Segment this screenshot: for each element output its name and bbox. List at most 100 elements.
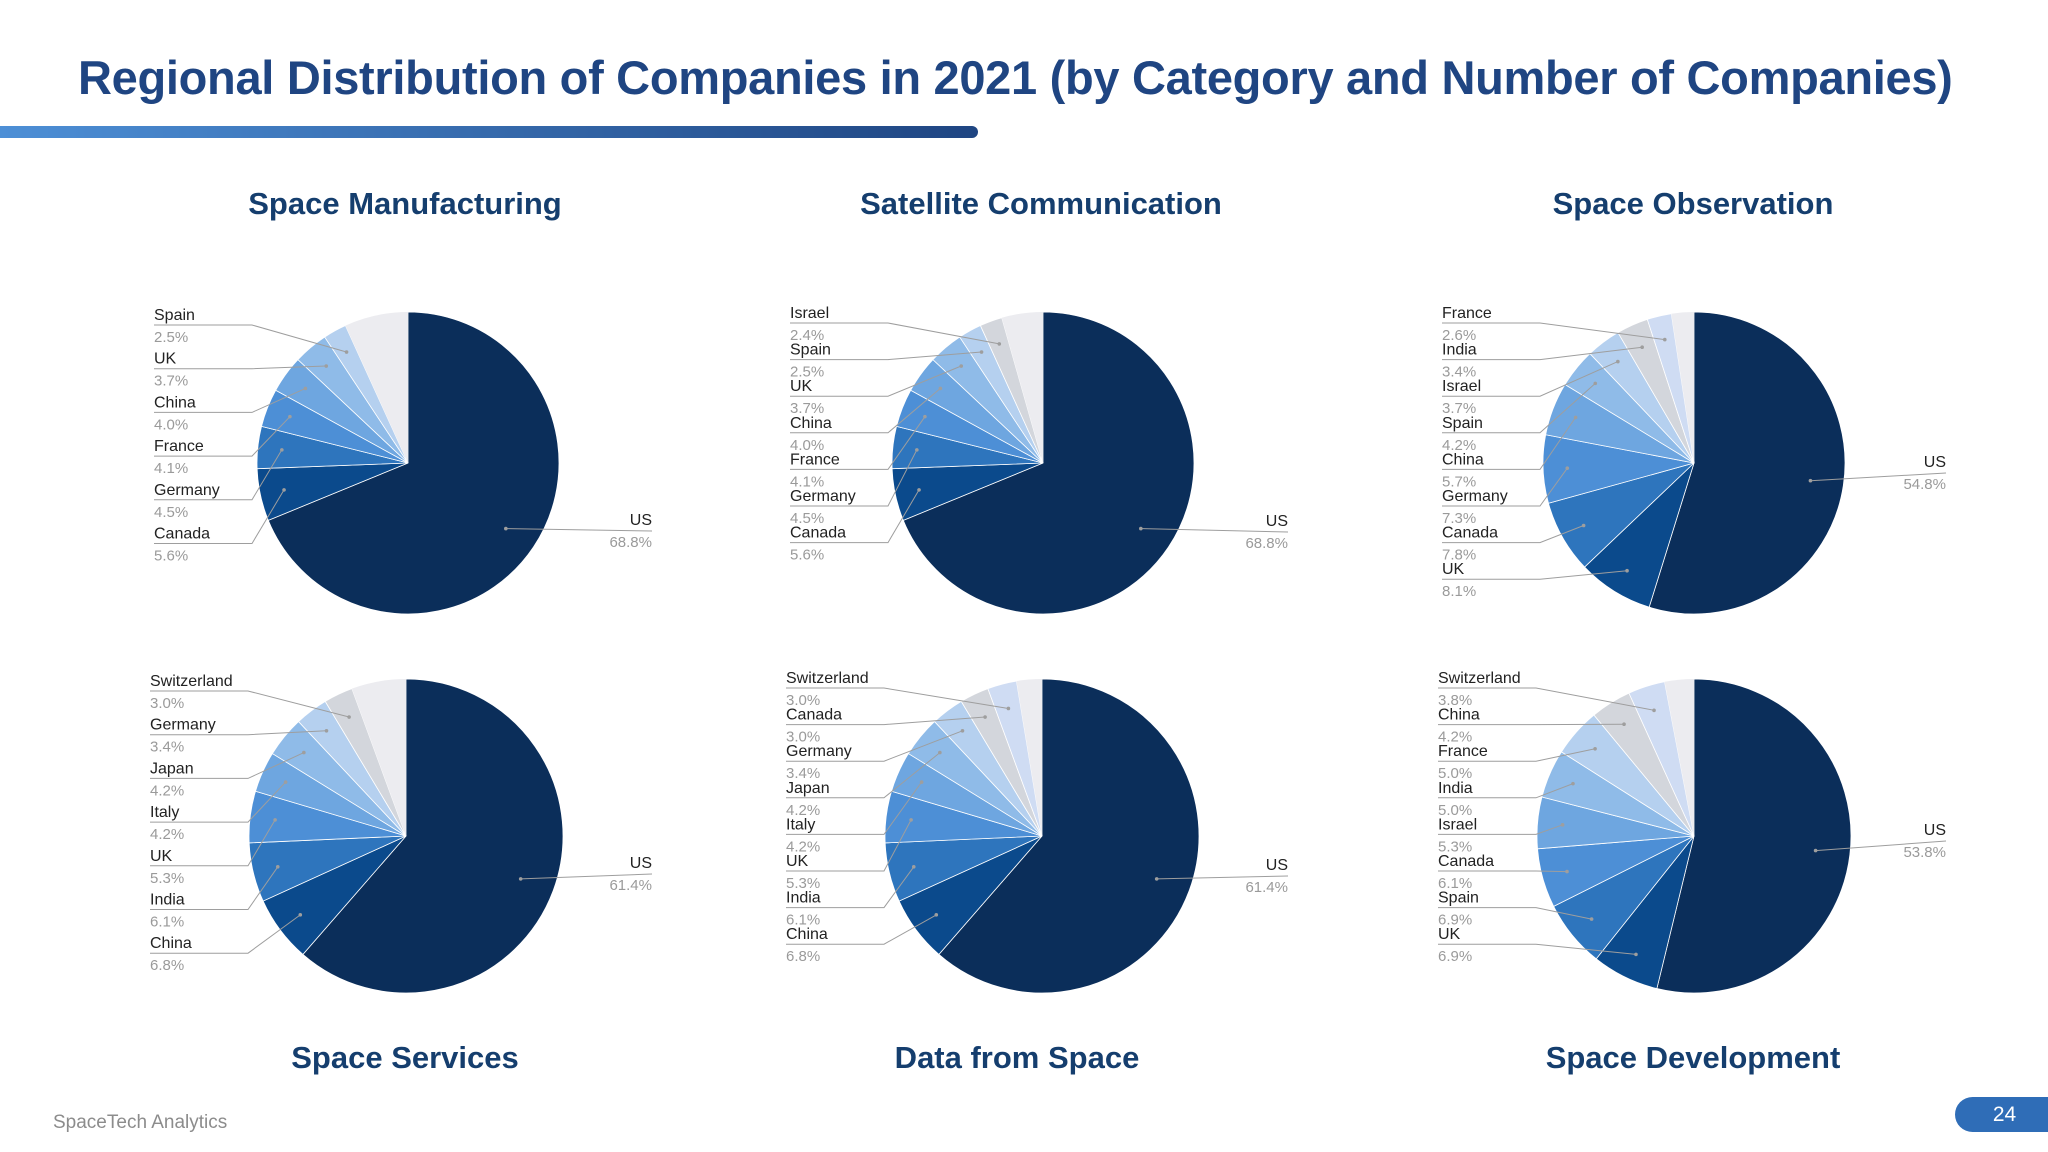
leader-line <box>150 752 305 779</box>
leader-line <box>154 324 347 353</box>
slice-label-satellite-communication-france: France <box>790 451 840 468</box>
slice-value-satellite-communication-us: 68.8% <box>1245 535 1288 552</box>
slice-value-satellite-communication-germany: 4.5% <box>790 510 824 527</box>
slice-value-space-development-canada: 6.1% <box>1438 875 1472 892</box>
leader-line <box>1438 870 1568 873</box>
slice-label-space-manufacturing-uk: UK <box>154 351 177 368</box>
page-number-badge: 24 <box>1955 1097 2048 1132</box>
leader-line <box>790 351 982 361</box>
leader-line <box>1442 322 1665 341</box>
leader-dot <box>1808 478 1813 483</box>
slice-label-space-observation-us: US <box>1924 454 1946 471</box>
slice-value-data-from-space-uk: 5.3% <box>786 875 820 892</box>
slice-label-space-observation-spain: Spain <box>1442 415 1483 432</box>
slice-value-satellite-communication-spain: 2.5% <box>790 364 824 381</box>
leader-line <box>154 489 285 544</box>
slice-value-space-services-china: 6.8% <box>150 957 184 974</box>
leader-dot <box>1581 523 1586 528</box>
leader-line <box>786 914 937 945</box>
pie-slice-space-manufacturing-spain <box>324 325 409 464</box>
leader-line <box>154 449 283 501</box>
slice-value-space-services-us: 61.4% <box>609 877 652 894</box>
footer-brand: SpaceTech Analytics <box>53 1112 228 1133</box>
leader-dot <box>959 364 964 368</box>
leader-dot <box>979 350 984 354</box>
slice-label-satellite-communication-china: China <box>790 415 832 432</box>
slice-label-satellite-communication-germany: Germany <box>790 488 856 505</box>
leader-dot <box>909 818 913 822</box>
leader-line <box>1442 525 1584 544</box>
slice-value-space-development-israel: 5.3% <box>1438 838 1472 855</box>
leader-line <box>790 449 918 507</box>
slice-label-data-from-space-italy: Italy <box>786 816 815 833</box>
leader-line <box>1815 840 1947 852</box>
leader-line <box>1810 472 1947 482</box>
slice-value-satellite-communication-canada: 5.6% <box>790 547 824 564</box>
slice-label-data-from-space-switzerland: Switzerland <box>786 670 869 687</box>
pie-slice-space-services-switzerland <box>324 688 407 837</box>
leader-line <box>150 781 286 823</box>
slice-value-data-from-space-canada: 3.0% <box>786 729 820 746</box>
slice-value-space-development-uk: 6.9% <box>1438 948 1472 965</box>
pie-slice-satellite-communication-other <box>1001 312 1043 463</box>
slice-value-space-observation-us: 54.8% <box>1903 476 1946 493</box>
slice-value-space-manufacturing-us: 68.8% <box>609 534 652 551</box>
slice-label-satellite-communication-canada: Canada <box>790 525 846 542</box>
leader-line <box>1438 748 1596 762</box>
slice-value-space-observation-canada: 7.8% <box>1442 547 1476 564</box>
leader-dot <box>1616 359 1620 364</box>
pie-slice-space-development-switzerland <box>1628 681 1695 837</box>
slice-label-space-manufacturing-canada: Canada <box>154 526 210 543</box>
slice-value-space-observation-india: 3.4% <box>1442 364 1476 381</box>
pie-slice-space-observation-other <box>1671 312 1694 463</box>
page-number: 24 <box>1992 1102 2017 1126</box>
slice-label-space-development-france: France <box>1438 743 1488 760</box>
slice-value-data-from-space-china: 6.8% <box>786 948 820 965</box>
leader-line <box>1140 528 1289 533</box>
leader-line <box>154 416 291 457</box>
pie-slice-space-manufacturing-us <box>267 311 560 615</box>
leader-line <box>790 365 962 397</box>
slice-label-space-manufacturing-france: France <box>154 438 204 455</box>
leader-dot <box>915 448 919 452</box>
slice-value-space-development-switzerland: 3.8% <box>1438 692 1472 709</box>
slice-label-space-services-germany: Germany <box>150 717 216 734</box>
leader-line <box>1438 783 1574 799</box>
pie-slice-space-observation-us <box>1648 311 1846 615</box>
slice-label-space-development-spain: Spain <box>1438 890 1479 907</box>
slice-label-space-observation-france: France <box>1442 305 1492 322</box>
slice-label-data-from-space-china: China <box>786 926 828 943</box>
slice-value-space-observation-france: 2.6% <box>1442 327 1476 344</box>
slice-value-space-manufacturing-spain: 2.5% <box>154 329 188 346</box>
slice-value-satellite-communication-france: 4.1% <box>790 473 824 490</box>
leader-line <box>790 416 926 470</box>
leader-line <box>1438 687 1655 711</box>
slice-label-data-from-space-germany: Germany <box>786 743 852 760</box>
pie-slice-space-development-us <box>1656 678 1852 994</box>
slice-label-space-development-india: India <box>1438 780 1473 797</box>
chart-title-space-development: Space Development <box>1545 1040 1841 1075</box>
slice-value-space-services-uk: 5.3% <box>150 870 184 887</box>
slice-label-data-from-space-japan: Japan <box>786 780 830 797</box>
slice-value-space-development-india: 5.0% <box>1438 802 1472 819</box>
leader-dot <box>324 364 329 368</box>
slice-value-space-development-china: 4.2% <box>1438 729 1472 746</box>
pie-slice-space-services-other <box>351 679 406 836</box>
slice-value-data-from-space-italy: 4.2% <box>786 838 820 855</box>
slice-label-data-from-space-uk: UK <box>786 853 809 870</box>
slice-value-satellite-communication-china: 4.0% <box>790 437 824 454</box>
leader-dot <box>344 350 349 354</box>
slice-label-space-observation-canada: Canada <box>1442 525 1498 542</box>
leader-line <box>790 489 920 544</box>
slice-label-space-development-us: US <box>1924 822 1946 839</box>
slice-value-space-manufacturing-china: 4.0% <box>154 416 188 433</box>
leader-line <box>1438 824 1563 835</box>
slice-label-space-services-japan: Japan <box>150 760 194 777</box>
leader-line <box>786 781 923 835</box>
leader-line <box>786 687 1009 709</box>
slice-label-data-from-space-canada: Canada <box>786 707 842 724</box>
slice-label-space-manufacturing-spain: Spain <box>154 307 195 324</box>
chart-title-satellite-communication: Satellite Communication <box>860 186 1222 221</box>
slice-value-data-from-space-germany: 3.4% <box>786 765 820 782</box>
